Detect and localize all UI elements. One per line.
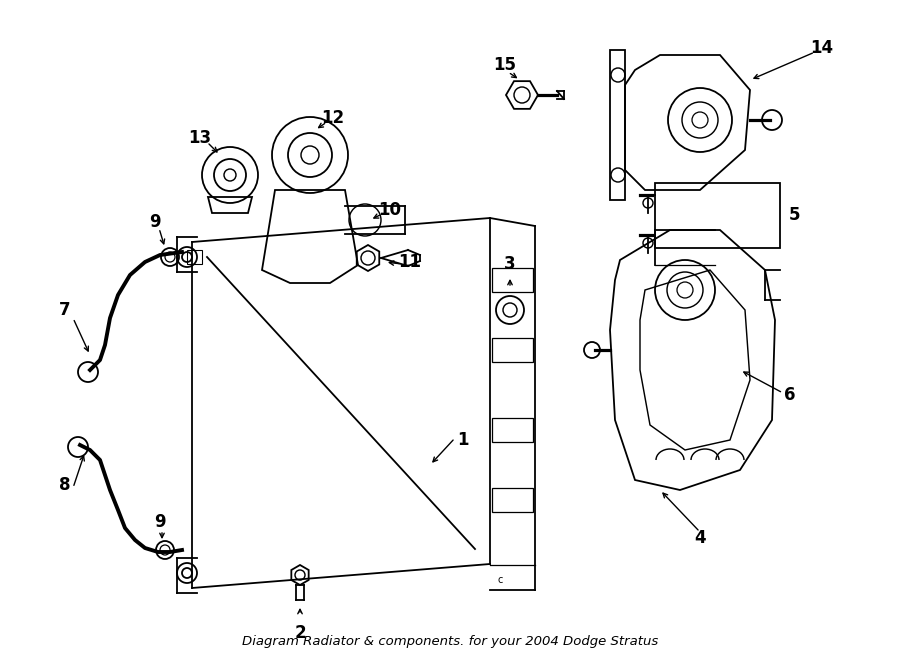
Text: 5: 5	[789, 206, 801, 224]
Text: 3: 3	[504, 255, 516, 273]
Text: 4: 4	[694, 529, 706, 547]
Text: 9: 9	[154, 513, 166, 531]
Text: Diagram Radiator & components. for your 2004 Dodge Stratus: Diagram Radiator & components. for your …	[242, 635, 658, 648]
Text: 6: 6	[784, 386, 796, 404]
Text: 7: 7	[59, 301, 71, 319]
Text: 8: 8	[59, 476, 71, 494]
Text: 12: 12	[321, 109, 345, 127]
Text: 10: 10	[379, 201, 401, 219]
Text: 15: 15	[493, 56, 517, 74]
Text: 13: 13	[188, 129, 212, 147]
Text: 2: 2	[294, 624, 306, 642]
Text: 11: 11	[399, 253, 421, 271]
Text: 9: 9	[149, 213, 161, 231]
Text: 1: 1	[457, 431, 469, 449]
Text: c: c	[498, 575, 503, 585]
Text: 14: 14	[810, 39, 833, 57]
